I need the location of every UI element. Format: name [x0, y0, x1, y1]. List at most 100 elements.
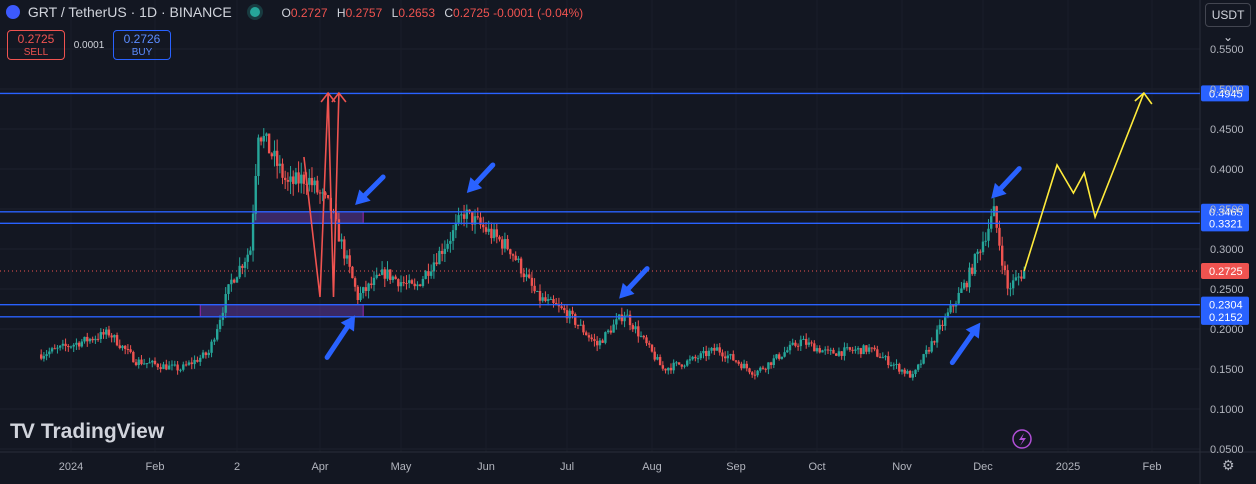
candle-body — [498, 236, 501, 240]
candle-body — [468, 209, 471, 212]
candle-body — [91, 338, 94, 341]
candle-body — [514, 255, 517, 260]
candle-body — [50, 348, 54, 352]
candle-body — [1014, 277, 1018, 281]
currency-dropdown[interactable]: USDT ⌄ — [1205, 3, 1251, 44]
price-level-tag — [1201, 296, 1249, 313]
buy-button[interactable]: 0.2726 BUY — [113, 30, 171, 60]
candle-body — [399, 282, 403, 287]
gear-icon[interactable]: ⚙ — [1222, 457, 1235, 473]
chart-header: GRT / TetherUS · 1D · BINANCE O0.2727 H0… — [6, 4, 583, 20]
candle-body — [227, 284, 230, 295]
candle-body — [196, 359, 199, 362]
candle-body — [917, 364, 920, 370]
candle-body — [75, 342, 78, 345]
candle-body — [723, 356, 727, 359]
candle-body — [653, 351, 656, 360]
price-level-label: 0.2152 — [1209, 312, 1243, 324]
candle-body — [606, 330, 610, 333]
blue-arrow-shaft — [949, 331, 975, 366]
time-axis: 2024 Feb 2 Apr May Jun Jul Aug Sep Oct Nov Dec 2025 F… — [59, 461, 1162, 473]
candle-body — [324, 192, 327, 196]
time-tick-label: Apr — [311, 461, 328, 473]
candle-body — [42, 356, 46, 359]
blue-arrow-head — [355, 189, 371, 205]
candle-body — [661, 365, 665, 369]
sell-button[interactable]: 0.2725 SELL — [7, 30, 65, 60]
candle-body — [167, 365, 171, 370]
candle-body — [187, 362, 191, 365]
spread-value: 0.0001 — [73, 39, 105, 51]
candle-body — [162, 364, 165, 369]
buy-price: 0.2726 — [123, 32, 161, 46]
candle-body — [845, 347, 849, 349]
candle-body — [102, 332, 105, 335]
candle-body — [522, 273, 525, 278]
candle-body — [193, 359, 196, 365]
candle-body — [1017, 276, 1020, 278]
low-label: L — [391, 6, 399, 20]
candle-body — [873, 347, 876, 350]
candle-body — [957, 292, 960, 304]
candle-body — [153, 360, 157, 364]
candle-body — [930, 341, 933, 352]
candle-body — [364, 287, 368, 291]
candle-body — [933, 341, 936, 343]
lightning-icon[interactable] — [1012, 429, 1032, 449]
price-tick-label: 0.3500 — [1210, 204, 1244, 216]
candle-body — [281, 163, 284, 178]
candle-body — [438, 250, 441, 265]
resistance-zone — [252, 211, 364, 224]
candle-body — [184, 364, 188, 366]
candle-body — [476, 216, 479, 218]
candle-body — [265, 133, 268, 136]
candle-body — [367, 283, 370, 291]
candle-body — [938, 324, 941, 330]
candle-body — [370, 283, 373, 285]
candle-body — [824, 349, 827, 351]
candle-body — [432, 262, 436, 272]
candle-body — [829, 349, 832, 351]
candle-body — [391, 276, 395, 280]
time-tick-label: 2025 — [1056, 461, 1080, 473]
time-tick-label: Feb — [146, 461, 165, 473]
time-tick-label: Oct — [808, 461, 825, 473]
candle-body — [965, 282, 968, 288]
candle-body — [134, 362, 138, 366]
last-price-label: 0.2725 — [1209, 266, 1243, 278]
candle-body — [204, 352, 208, 356]
candle-body — [213, 339, 216, 342]
candle-body — [421, 278, 425, 286]
candle-body — [859, 348, 863, 355]
symbol-title[interactable]: GRT / TetherUS · 1D · BINANCE — [27, 4, 232, 20]
candle-body — [345, 255, 349, 259]
candle-body — [563, 308, 566, 311]
candle-body — [410, 280, 414, 284]
candle-body — [604, 332, 607, 343]
candle-body — [482, 224, 485, 228]
candle-body — [710, 347, 713, 351]
candle-body — [251, 213, 255, 251]
candle-body — [952, 305, 955, 307]
ohlc-readout: O0.2727 H0.2757 L0.2653 C0.2725 -0.0001 … — [276, 6, 584, 20]
candle-body — [696, 358, 700, 360]
candle-body — [944, 316, 947, 326]
candle-body — [383, 269, 386, 279]
candle-body — [418, 284, 422, 286]
candle-body — [48, 351, 51, 355]
candle-body — [490, 228, 493, 239]
candle-body — [576, 324, 580, 326]
candle-body — [683, 365, 686, 367]
candle-body — [895, 364, 898, 366]
candle-body — [862, 345, 865, 355]
candle-body — [286, 180, 290, 182]
candle-body — [528, 274, 531, 278]
candle-body — [935, 329, 939, 343]
candle-body — [620, 314, 624, 322]
candle-body — [394, 276, 397, 280]
candle-body — [313, 180, 316, 186]
tradingview-logo[interactable]: TV TradingView — [10, 420, 164, 444]
price-tick-label: 0.1000 — [1210, 404, 1244, 416]
candle-body — [80, 341, 84, 347]
